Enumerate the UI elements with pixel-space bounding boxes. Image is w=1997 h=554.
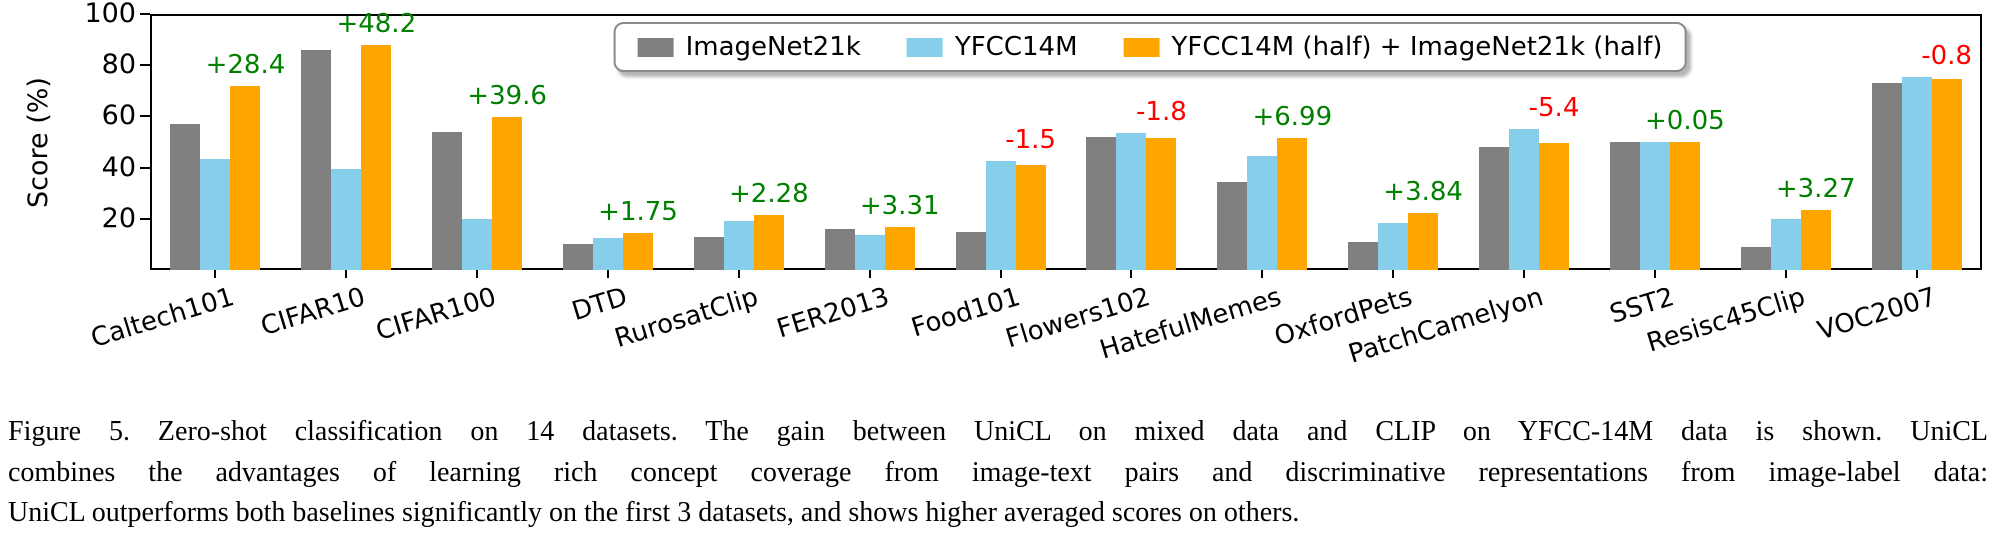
bar-yfcc14m-half-imagenet21k-half- bbox=[1408, 212, 1439, 270]
y-axis-title-text: Score (%) bbox=[22, 76, 54, 208]
gain-annotation: -1.8 bbox=[1136, 97, 1187, 128]
y-tick-mark bbox=[140, 13, 150, 15]
bar-imagenet21k bbox=[824, 229, 855, 270]
bar-yfcc14m-half-imagenet21k-half- bbox=[1800, 210, 1831, 270]
x-tick-mark bbox=[1784, 270, 1787, 278]
bar-imagenet21k bbox=[955, 231, 986, 270]
y-tick-label: 40 bbox=[101, 151, 136, 183]
x-tick-mark bbox=[1392, 270, 1395, 278]
x-tick-mark bbox=[1523, 270, 1525, 278]
y-tick-label: 80 bbox=[101, 49, 136, 81]
x-tick-mark bbox=[345, 270, 348, 278]
figure-caption-line: UniCL outperforms both baselines signifi… bbox=[8, 497, 1300, 529]
bar-yfcc14m bbox=[854, 235, 885, 270]
x-tick-mark bbox=[1130, 270, 1133, 278]
y-axis-title: Score (%) bbox=[14, 14, 62, 270]
x-tick-mark bbox=[607, 270, 609, 278]
y-tick-label: 20 bbox=[101, 202, 136, 234]
bar-yfcc14m-half-imagenet21k-half- bbox=[1277, 138, 1308, 270]
bar-yfcc14m bbox=[593, 238, 623, 270]
legend-label: YFCC14M (half) + ImageNet21k (half) bbox=[1171, 32, 1663, 62]
x-tick-mark bbox=[1915, 270, 1918, 278]
legend-label: ImageNet21k bbox=[685, 32, 861, 62]
y-tick-mark bbox=[140, 115, 150, 118]
gain-annotation: -0.8 bbox=[1921, 40, 1972, 71]
gain-annotation: +28.4 bbox=[205, 49, 286, 80]
bar-yfcc14m bbox=[1509, 129, 1539, 270]
bar-yfcc14m-half-imagenet21k-half- bbox=[884, 226, 915, 270]
y-tick-mark bbox=[140, 217, 150, 220]
legend-item: YFCC14M (half) + ImageNet21k (half) bbox=[1123, 32, 1663, 62]
bar-yfcc14m bbox=[1378, 222, 1409, 270]
bar-yfcc14m-half-imagenet21k-half- bbox=[623, 233, 653, 270]
bar-imagenet21k bbox=[432, 131, 463, 270]
figure-caption-line: Figure 5. Zero-shot classification on 14… bbox=[8, 416, 1988, 447]
bar-yfcc14m bbox=[1639, 142, 1670, 270]
gain-annotation: +0.05 bbox=[1645, 106, 1725, 136]
bar-imagenet21k bbox=[1348, 241, 1379, 270]
figure-caption: Figure 5. Zero-shot classification on 14… bbox=[8, 412, 1988, 534]
bar-yfcc14m-half-imagenet21k-half- bbox=[492, 117, 523, 270]
legend-swatch bbox=[906, 37, 943, 57]
bar-yfcc14m-half-imagenet21k-half- bbox=[1669, 142, 1700, 270]
gain-annotation: +3.31 bbox=[859, 190, 940, 221]
gain-annotation: +2.28 bbox=[729, 179, 809, 210]
legend: ImageNet21k YFCC14M YFCC14M (half) + Image… bbox=[613, 22, 1687, 72]
bar-chart: Score (%) ImageNet21k YFCC14M YFCC14M (hal… bbox=[14, 0, 1982, 370]
x-tick-mark bbox=[999, 270, 1002, 278]
x-tick-mark bbox=[1261, 270, 1264, 278]
y-tick-label: 60 bbox=[101, 100, 136, 132]
bar-imagenet21k bbox=[170, 124, 201, 270]
y-tick-label: 100 bbox=[84, 0, 136, 29]
x-tick-mark bbox=[868, 270, 871, 278]
gain-annotation: +3.84 bbox=[1383, 176, 1463, 207]
x-tick-mark bbox=[476, 270, 479, 278]
x-tick-mark bbox=[214, 270, 217, 278]
bar-yfcc14m bbox=[1247, 156, 1278, 270]
gain-annotation: +3.27 bbox=[1775, 174, 1856, 205]
bar-yfcc14m bbox=[331, 168, 362, 270]
bar-imagenet21k bbox=[1479, 147, 1509, 270]
y-tick-mark bbox=[140, 166, 150, 169]
bar-imagenet21k bbox=[693, 236, 724, 270]
x-tick-mark bbox=[1653, 270, 1656, 278]
legend-swatch bbox=[637, 37, 674, 57]
bar-yfcc14m-half-imagenet21k-half- bbox=[1146, 137, 1177, 270]
bar-imagenet21k bbox=[1086, 136, 1117, 270]
bar-yfcc14m-half-imagenet21k-half- bbox=[1931, 78, 1962, 270]
bar-yfcc14m-half-imagenet21k-half- bbox=[1539, 143, 1569, 270]
plot-area bbox=[150, 14, 1982, 270]
gain-annotation: +48.2 bbox=[336, 9, 417, 40]
bar-yfcc14m-half-imagenet21k-half- bbox=[753, 215, 784, 270]
figure-caption-line: combines the advantages of learning rich… bbox=[8, 456, 1988, 488]
bar-yfcc14m bbox=[200, 158, 231, 270]
bar-yfcc14m bbox=[985, 161, 1016, 270]
bar-imagenet21k bbox=[1871, 83, 1902, 270]
gain-annotation: +6.99 bbox=[1252, 102, 1333, 133]
gain-annotation: -1.5 bbox=[1005, 125, 1056, 156]
bar-yfcc14m bbox=[1901, 76, 1932, 270]
bar-imagenet21k bbox=[563, 244, 593, 270]
bar-yfcc14m bbox=[723, 221, 754, 270]
x-tick-mark bbox=[737, 270, 740, 278]
legend-label: YFCC14M bbox=[954, 32, 1078, 62]
bar-imagenet21k bbox=[1740, 246, 1771, 270]
legend-item: YFCC14M bbox=[906, 32, 1078, 62]
legend-item: ImageNet21k bbox=[637, 32, 861, 62]
legend-swatch bbox=[1123, 37, 1160, 57]
bar-yfcc14m-half-imagenet21k-half- bbox=[1015, 165, 1046, 270]
y-tick-mark bbox=[140, 64, 150, 67]
bar-imagenet21k bbox=[1609, 142, 1640, 270]
gain-annotation: +1.75 bbox=[598, 197, 678, 228]
gain-annotation: +39.6 bbox=[467, 81, 547, 112]
bar-yfcc14m bbox=[1770, 218, 1801, 270]
bar-yfcc14m-half-imagenet21k-half- bbox=[361, 45, 392, 270]
bar-yfcc14m-half-imagenet21k-half- bbox=[230, 85, 261, 270]
bar-imagenet21k bbox=[1217, 181, 1248, 270]
bar-yfcc14m bbox=[1116, 133, 1147, 270]
bar-imagenet21k bbox=[301, 49, 332, 270]
bar-yfcc14m bbox=[462, 218, 493, 270]
gain-annotation: -5.4 bbox=[1528, 93, 1580, 124]
